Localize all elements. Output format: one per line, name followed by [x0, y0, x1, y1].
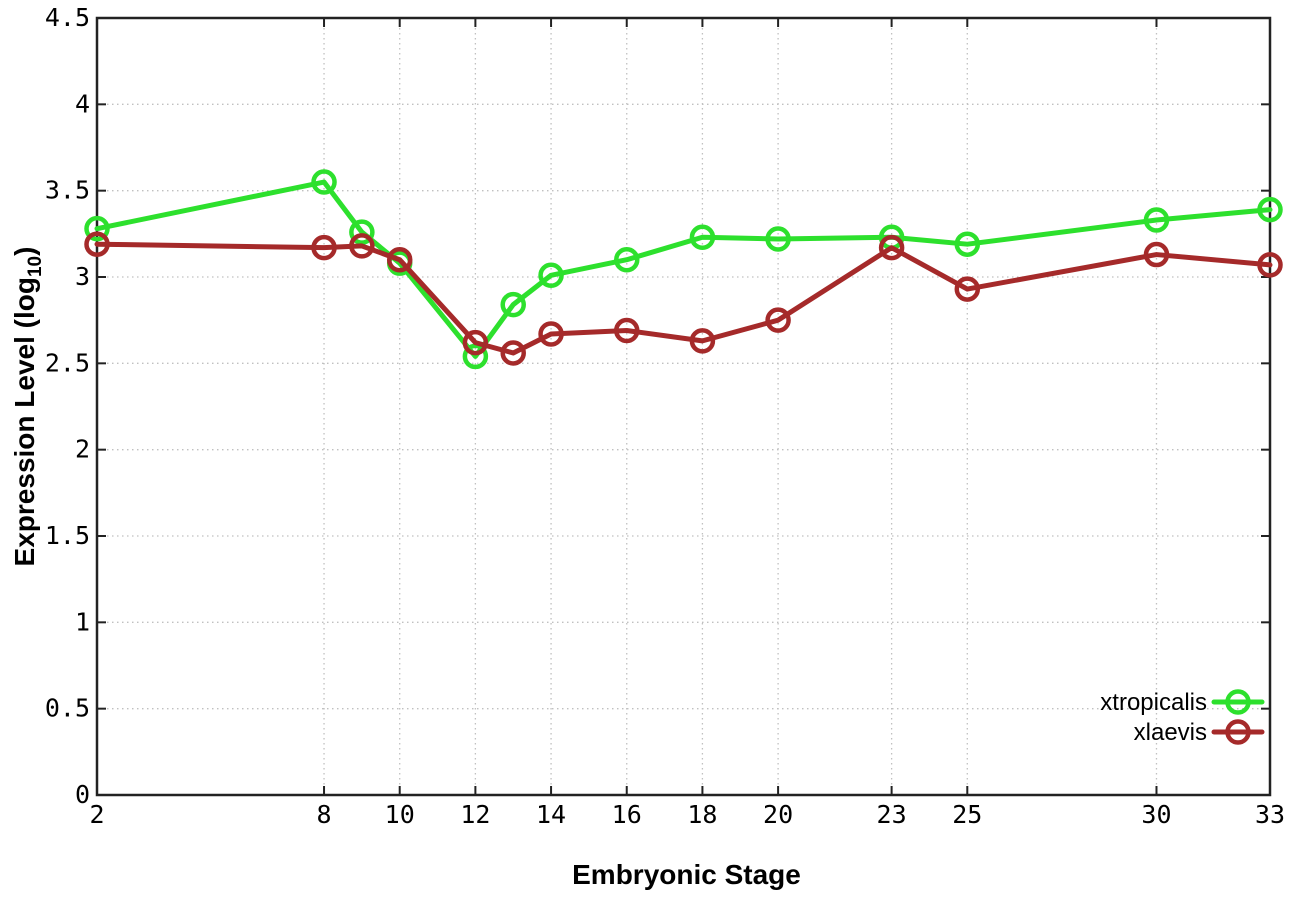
x-tick-label: 10 [385, 800, 415, 829]
x-tick-label: 33 [1255, 800, 1285, 829]
y-tick-label: 3 [75, 262, 90, 291]
data-point-xtropicalis-stage-9 [349, 219, 375, 245]
data-point-xtropicalis-stage-14 [538, 262, 564, 289]
data-point-xlaevis-stage-2 [84, 231, 110, 257]
y-tick-label: 2.5 [45, 348, 90, 377]
x-tick-label: 16 [612, 800, 642, 829]
y-tick-label: 4 [75, 89, 90, 118]
data-point-xtropicalis-stage-2 [84, 215, 110, 242]
data-point-xlaevis-stage-14 [538, 321, 564, 347]
y-tick-label: 0.5 [45, 694, 90, 723]
data-point-xlaevis-stage-8 [311, 234, 337, 261]
data-point-xtropicalis-stage-13 [500, 291, 526, 318]
data-point-xtropicalis-stage-33 [1257, 196, 1283, 223]
data-point-xlaevis-stage-9 [349, 233, 375, 259]
y-tick-label: 1 [75, 607, 90, 636]
data-point-xlaevis-stage-30 [1143, 241, 1170, 268]
y-tick-label: 4.5 [45, 3, 90, 32]
data-point-xlaevis-stage-18 [689, 328, 716, 354]
legend-label-xlaevis: xlaevis [1134, 719, 1207, 746]
data-point-xlaevis-stage-13 [500, 340, 526, 366]
plot-border [95, 16, 1272, 797]
x-tick-label: 20 [763, 800, 793, 829]
x-tick-label: 12 [460, 800, 490, 829]
data-point-xlaevis-stage-23 [878, 234, 905, 261]
data-point-xtropicalis-stage-8 [311, 169, 337, 195]
data-point-xlaevis-stage-20 [765, 307, 791, 333]
series-line-xtropicalis [94, 179, 1273, 359]
data-point-xlaevis-stage-16 [613, 317, 640, 344]
data-point-xtropicalis-stage-16 [613, 246, 640, 273]
data-point-xtropicalis-stage-30 [1143, 207, 1170, 233]
data-point-xlaevis-stage-33 [1257, 252, 1283, 278]
x-tick-label: 23 [877, 800, 907, 829]
data-point-xtropicalis-stage-20 [765, 226, 791, 252]
data-point-xtropicalis-stage-18 [689, 224, 716, 251]
x-axis-label: Embryonic Stage [572, 859, 801, 890]
legend-marker-xlaevis [1225, 719, 1251, 745]
y-axis-label: Expression Level (log10) [9, 247, 46, 567]
data-point-xtropicalis-stage-25 [954, 231, 981, 257]
x-tick-label: 14 [536, 800, 566, 829]
x-tick-label: 2 [89, 800, 104, 829]
x-tick-label: 8 [317, 800, 332, 829]
data-point-xlaevis-stage-12 [462, 329, 489, 356]
y-tick-label: 1.5 [45, 521, 90, 550]
data-point-xlaevis-stage-10 [386, 246, 413, 273]
data-point-xlaevis-stage-25 [954, 276, 981, 302]
y-tick-label: 2 [75, 435, 90, 464]
legend-label-xtropicalis: xtropicalis [1100, 689, 1207, 716]
legend-marker-xtropicalis [1225, 689, 1251, 715]
y-tick-label: 3.5 [45, 176, 90, 205]
x-tick-label: 30 [1141, 800, 1171, 829]
x-tick-label: 25 [952, 800, 982, 829]
x-tick-label: 18 [687, 800, 717, 829]
y-tick-label: 0 [75, 780, 90, 809]
series-line-xlaevis [94, 241, 1273, 356]
data-point-xtropicalis-stage-12 [462, 343, 489, 370]
